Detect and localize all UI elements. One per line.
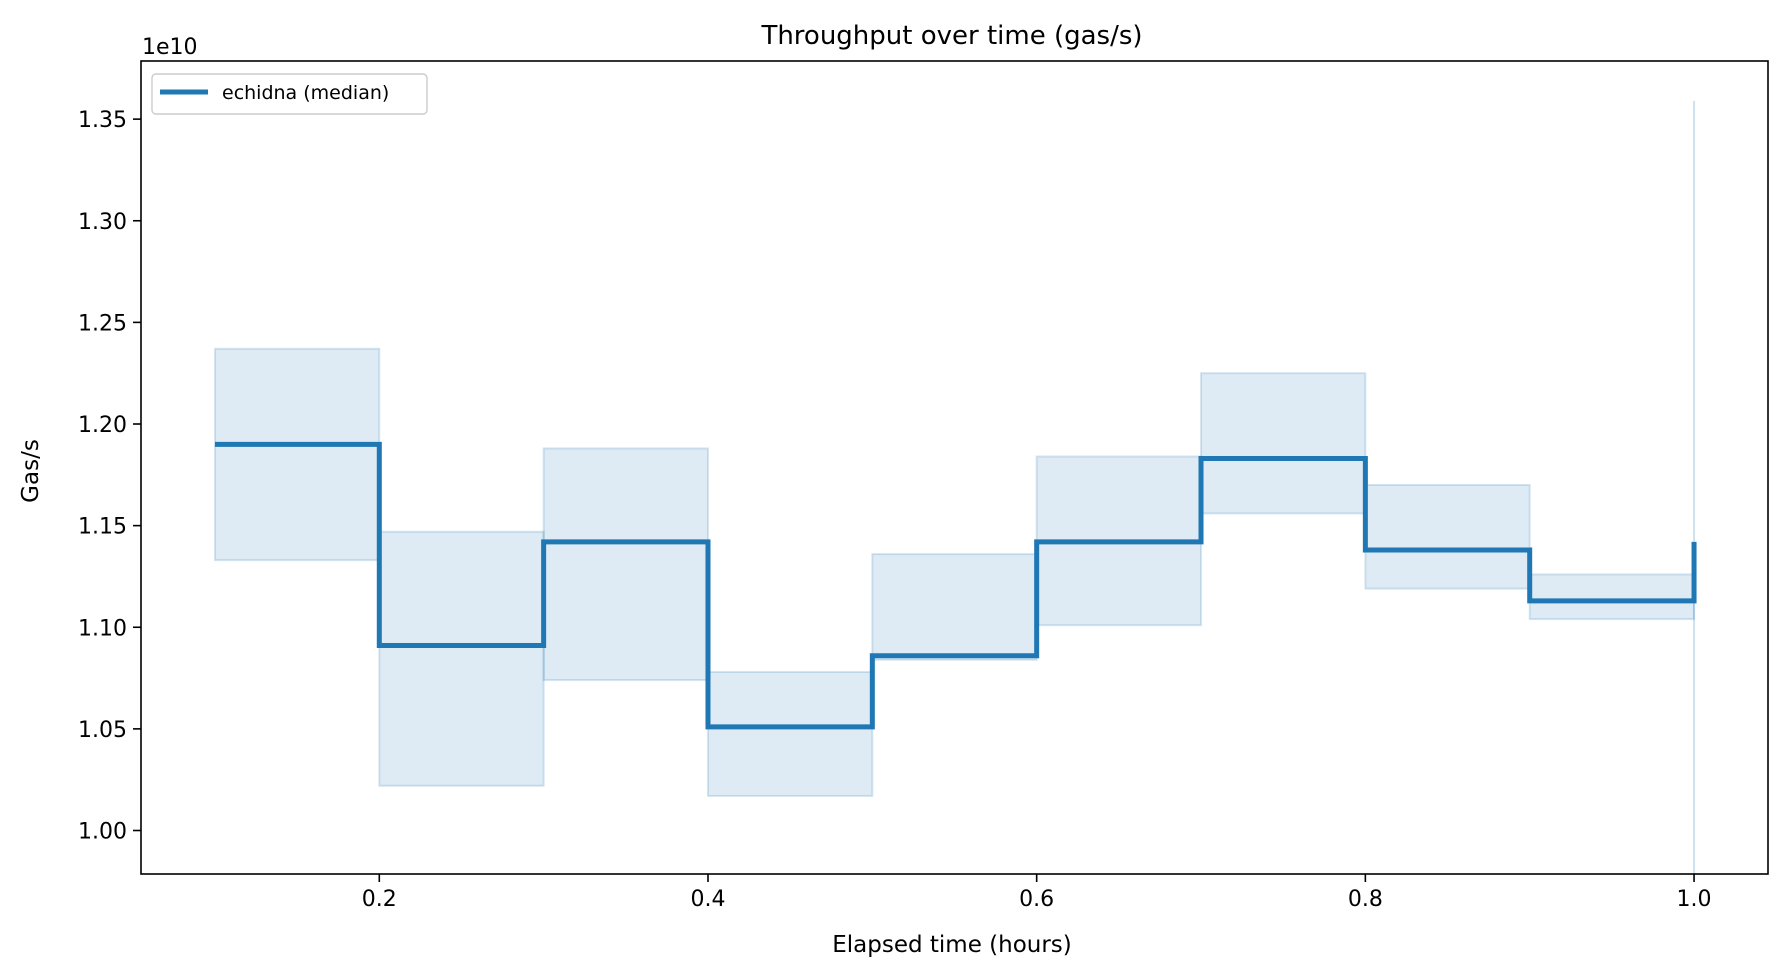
band-segment (1364, 483, 1531, 590)
chart-title: Throughput over time (gas/s) (760, 21, 1142, 51)
median-lines (214, 441, 1697, 730)
y-tick-label: 1.10 (78, 616, 127, 641)
x-tick-label: 0.2 (362, 887, 397, 912)
band-segment (378, 530, 545, 787)
y-tick-label: 1.35 (78, 108, 127, 133)
interquartile-bands (213, 100, 1696, 876)
x-tick-label: 1.0 (1677, 887, 1712, 912)
y-tick-label: 1.30 (78, 210, 127, 235)
legend-entry-echidna-median: echidna (median) (222, 82, 389, 104)
x-axis-ticks: 0.2 0.4 0.6 0.8 1.0 (362, 874, 1712, 912)
band-segment (213, 347, 381, 562)
y-tick-label: 1.20 (78, 413, 127, 438)
y-axis-label: Gas/s (18, 439, 44, 503)
plot-frame (140, 60, 1769, 875)
x-tick-label: 0.8 (1348, 887, 1383, 912)
band-segment (542, 447, 709, 682)
legend-box (151, 73, 428, 115)
band-segment (871, 553, 1038, 661)
x-tick-label: 0.6 (1019, 887, 1054, 912)
y-tick-label: 1.05 (78, 718, 127, 743)
y-tick-label: 1.25 (78, 311, 127, 336)
y-axis-ticks: 1.00 1.05 1.10 1.15 1.20 1.25 1.30 1.35 (78, 108, 141, 845)
y-tick-label: 1.15 (78, 515, 127, 540)
band-segment (706, 670, 874, 797)
x-tick-label: 0.4 (690, 887, 725, 912)
band-segment (1200, 372, 1367, 515)
y-tick-label: 1.00 (78, 820, 127, 845)
y-axis-offset-label: 1e10 (142, 35, 198, 60)
band-segment (1528, 573, 1696, 621)
median-line-0 (214, 441, 1697, 730)
legend: echidna (median) (151, 73, 428, 115)
x-axis-label: Elapsed time (hours) (832, 932, 1072, 958)
